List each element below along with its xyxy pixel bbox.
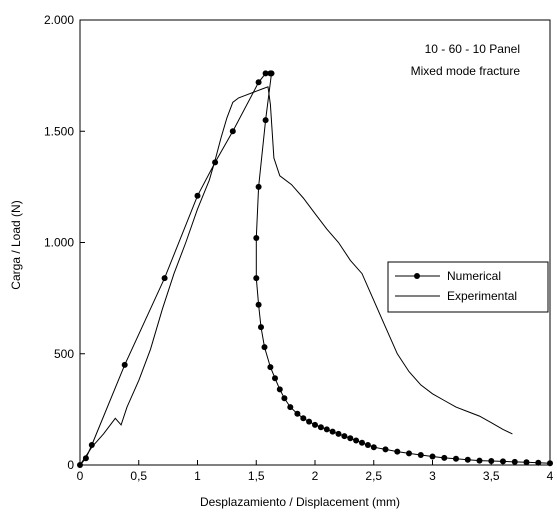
data-point-numerical	[121, 361, 128, 368]
x-tick-label: 2,5	[365, 469, 382, 483]
x-tick-label: 3	[429, 469, 436, 483]
data-point-numerical	[394, 448, 401, 455]
y-tick-label: 2.000	[44, 13, 74, 27]
data-point-numerical	[353, 437, 360, 444]
data-point-numerical	[453, 455, 459, 462]
data-point-numerical	[511, 458, 518, 465]
y-tick-label: 1.000	[44, 236, 74, 250]
data-point-numerical	[287, 404, 294, 411]
data-point-numerical	[253, 235, 260, 241]
x-tick-label: 4	[547, 469, 554, 483]
annotation-fracture: Mixed mode fracture	[411, 64, 521, 78]
annotation-panel: 10 - 60 - 10 Panel	[425, 42, 520, 56]
data-point-numerical	[547, 460, 553, 467]
x-axis-ticks: 0 0,5 1 1,5 2 2,5 3 3,5 4	[77, 460, 554, 483]
data-point-numerical	[262, 117, 269, 124]
data-point-numerical	[82, 455, 89, 462]
data-point-numerical	[255, 183, 262, 190]
data-point-numerical	[262, 70, 269, 77]
x-tick-label: 1,5	[248, 469, 265, 483]
data-point-numerical	[488, 458, 495, 464]
x-axis-title: Desplazamiento / Displacement (mm)	[200, 495, 400, 509]
x-tick-label: 0	[77, 469, 84, 483]
data-point-numerical	[276, 386, 283, 393]
y-axis-title: Carga / Load (N)	[9, 200, 23, 289]
data-point-numerical	[312, 421, 318, 428]
data-point-numerical	[317, 424, 324, 431]
legend: Numerical Experimental	[387, 261, 549, 313]
data-point-numerical	[88, 442, 95, 448]
data-point-numerical	[382, 446, 389, 453]
legend-numerical-label: Numerical	[447, 269, 501, 283]
y-tick-label: 1.500	[44, 124, 74, 138]
data-point-numerical	[464, 456, 471, 463]
data-point-numerical	[364, 442, 371, 448]
series-layer	[77, 70, 553, 468]
data-point-numerical	[261, 344, 268, 351]
data-point-numerical	[347, 435, 354, 442]
data-point-numerical	[535, 459, 542, 466]
data-point-numerical	[476, 457, 483, 464]
legend-experimental-label: Experimental	[447, 289, 517, 303]
data-point-numerical	[268, 70, 275, 77]
data-point-numerical	[306, 418, 313, 425]
data-point-numerical	[161, 275, 168, 282]
x-tick-label: 3,5	[483, 469, 500, 483]
data-point-numerical	[281, 395, 288, 402]
data-point-numerical	[255, 301, 262, 308]
y-axis-ticks: 0 500 1.000 1.500 2.000	[44, 13, 85, 472]
data-point-numerical	[294, 410, 301, 417]
data-point-numerical	[272, 375, 278, 382]
data-point-numerical	[359, 439, 365, 446]
data-point-numerical	[194, 192, 201, 199]
x-tick-label: 1	[194, 469, 201, 483]
data-point-numerical	[341, 433, 348, 440]
series-line-experimental	[79, 86, 513, 466]
data-point-numerical	[253, 275, 260, 282]
data-point-numerical	[523, 459, 530, 466]
data-point-numerical	[335, 430, 342, 437]
data-point-numerical	[267, 364, 274, 371]
data-point-numerical	[255, 79, 262, 86]
x-tick-label: 0,5	[130, 469, 147, 483]
data-point-numerical	[429, 453, 436, 460]
plot-frame	[79, 19, 551, 466]
data-point-numerical	[500, 458, 506, 465]
data-point-numerical	[323, 426, 330, 433]
data-point-numerical	[406, 450, 412, 457]
y-tick-label: 500	[54, 347, 74, 361]
data-point-numerical	[417, 452, 424, 458]
data-point-numerical	[370, 444, 377, 451]
data-point-numerical	[258, 324, 264, 331]
data-point-numerical	[329, 428, 336, 435]
data-point-numerical	[229, 128, 236, 135]
x-tick-label: 2	[312, 469, 319, 483]
y-tick-label: 0	[67, 458, 74, 472]
data-point-numerical	[300, 415, 307, 422]
legend-box	[387, 261, 549, 313]
legend-numerical-marker	[414, 273, 420, 279]
data-point-numerical	[441, 454, 448, 461]
